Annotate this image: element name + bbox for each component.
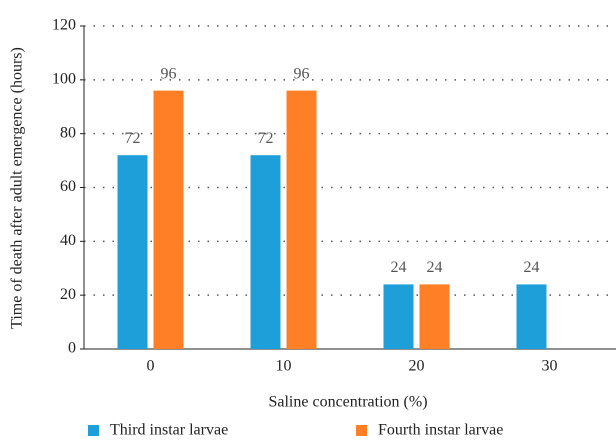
y-tick-label: 120	[52, 17, 76, 34]
x-tick-label: 30	[542, 358, 558, 375]
bar	[419, 284, 450, 349]
legend-label: Fourth instar larvae	[378, 422, 503, 439]
value-label: 72	[258, 130, 274, 147]
y-tick-label: 80	[60, 124, 76, 141]
x-tick-label: 0	[147, 358, 155, 375]
value-label: 96	[294, 65, 310, 82]
value-label: 96	[161, 65, 177, 82]
bar	[153, 90, 184, 349]
x-tick-label: 20	[409, 358, 425, 375]
value-label: 24	[427, 259, 443, 276]
y-tick-label: 60	[60, 178, 76, 195]
y-tick-label: 100	[52, 71, 76, 88]
value-label: 24	[391, 259, 407, 276]
y-tick-label: 40	[60, 232, 76, 249]
bar	[286, 90, 317, 349]
x-axis-label: Saline concentration (%)	[268, 394, 427, 411]
value-label: 72	[125, 130, 141, 147]
legend-label: Third instar larvae	[110, 422, 228, 439]
y-axis-label: Time of death after adult emergence (hou…	[9, 47, 26, 329]
bar	[516, 284, 547, 349]
y-tick-label: 0	[68, 340, 76, 357]
bar	[250, 155, 281, 349]
x-tick-label: 10	[276, 358, 292, 375]
bar	[117, 155, 148, 349]
legend-swatch	[356, 425, 367, 436]
value-label: 24	[524, 259, 540, 276]
bar	[383, 284, 414, 349]
y-tick-label: 20	[60, 286, 76, 303]
legend-swatch	[88, 425, 99, 436]
